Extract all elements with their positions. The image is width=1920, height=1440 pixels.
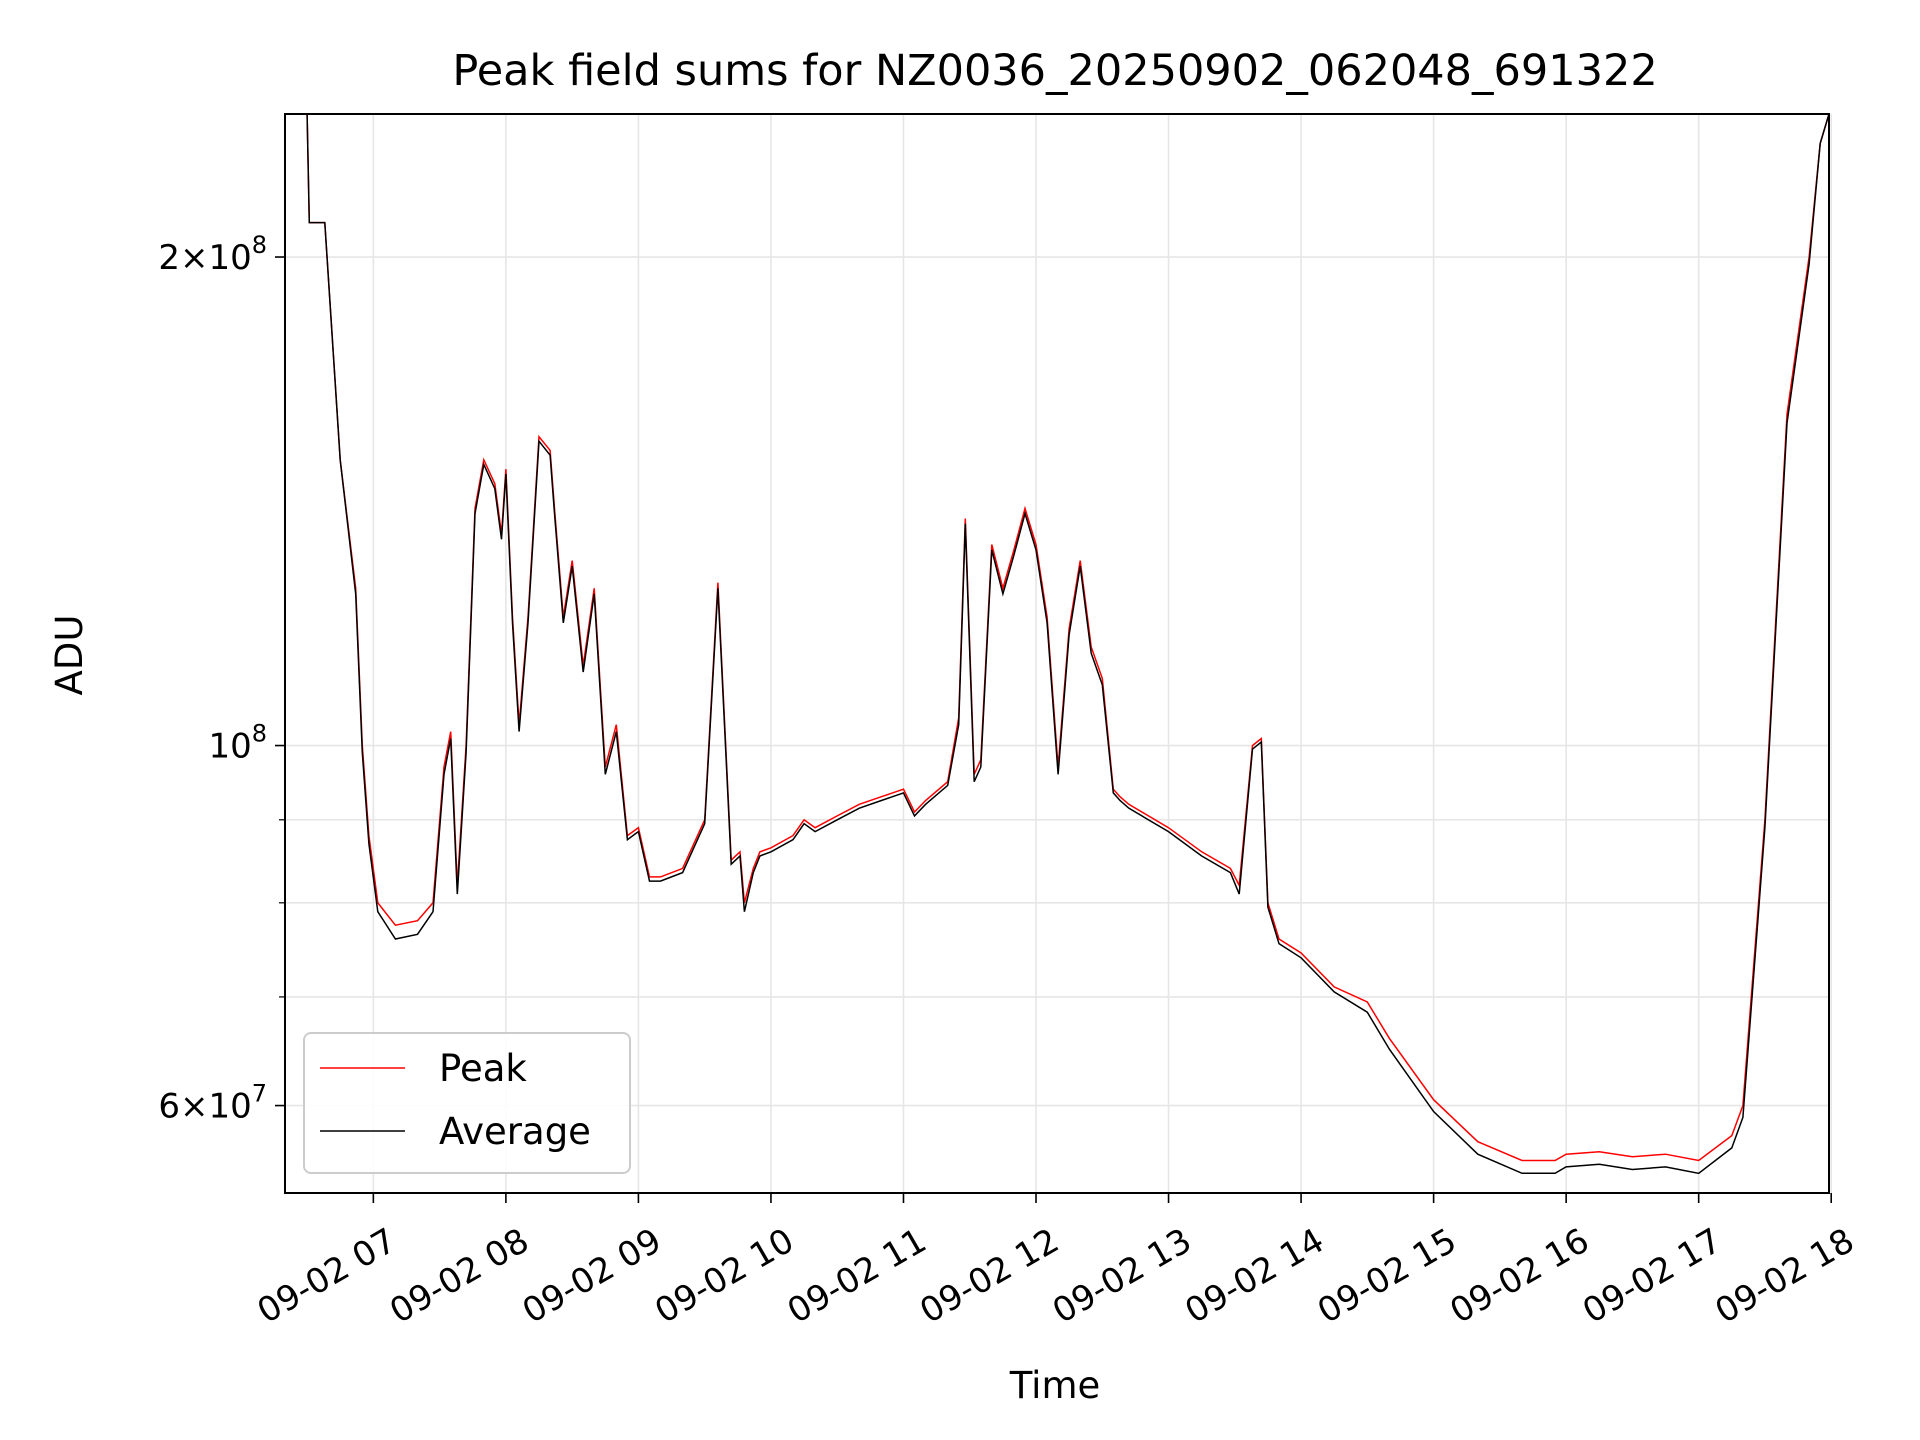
- series-line-average: [285, 114, 1829, 1175]
- y-tick-label: 108: [208, 720, 267, 767]
- legend-label-peak: Peak: [439, 1047, 527, 1090]
- legend-label-average: Average: [439, 1110, 591, 1153]
- x-axis-label: Time: [1009, 1364, 1101, 1407]
- y-tick-label: 2×108: [158, 231, 267, 278]
- plot-frame: [284, 113, 1830, 1194]
- legend: Peak Average: [303, 1032, 631, 1174]
- y-axis-ticks: 2×108 108 6×107: [158, 231, 285, 1127]
- chart-title: Peak field sums for NZ0036_20250902_0620…: [452, 46, 1657, 96]
- plot-lines: [285, 114, 1829, 1175]
- y-axis-label: ADU: [48, 615, 91, 696]
- y-tick-label: 6×107: [158, 1080, 267, 1127]
- series-line-peak: [285, 114, 1829, 1162]
